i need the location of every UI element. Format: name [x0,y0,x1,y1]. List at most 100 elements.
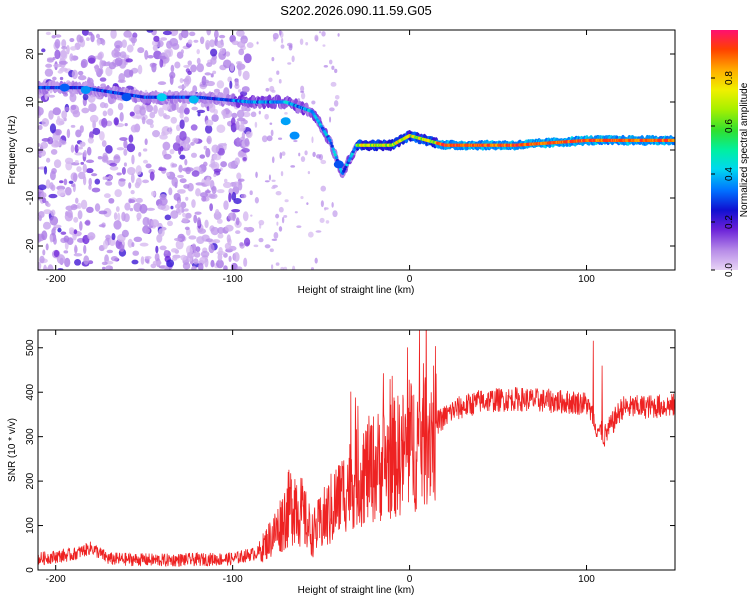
heatmap-speckle [66,128,71,139]
heatmap-speckle [75,197,79,204]
heatmap-speckle [64,106,70,112]
heatmap-speckle [121,166,126,175]
heatmap-speckle [332,210,338,218]
heatmap-speckle [268,174,271,181]
heatmap-speckle [236,266,243,270]
heatmap-speckle [139,203,148,214]
heatmap-ridge-core [329,141,333,145]
heatmap-speckle [79,125,84,133]
heatmap-speckle [97,52,103,61]
heatmap-speckle [272,32,279,40]
heatmap-ridge-core [330,144,334,148]
heatmap-speckle [184,158,188,166]
heatmap-speckle [283,214,288,218]
heatmap-speckle [88,177,92,187]
heatmap-speckle [159,58,164,68]
heatmap-speckle [137,64,143,75]
heatmap-speckle [187,39,193,45]
y-tick-label: -10 [25,190,36,205]
heatmap-speckle [80,60,87,69]
heatmap-speckle [205,39,211,50]
heatmap-speckle [113,117,119,126]
heatmap-speckle [41,48,46,53]
heatmap-speckle [264,180,270,183]
heatmap-speckle [280,44,285,49]
heatmap-ridge-core [332,150,336,154]
heatmap-speckle [171,256,178,261]
heatmap-speckle [315,230,322,233]
heatmap-y-ticks: -20 -10 0 10 20 [25,48,675,253]
heatmap-speckle [195,246,201,253]
heatmap-speckle [105,265,113,270]
heatmap-speckle [312,151,316,158]
x-tick-label: -200 [46,574,66,585]
heatmap-speckle [212,70,217,75]
heatmap-speckle [204,190,211,194]
heatmap-speckle [107,61,111,65]
heatmap-speckle [101,261,108,266]
heatmap-speckle [65,205,74,211]
heatmap-speckle [218,246,223,256]
heatmap-speckle [300,92,306,100]
heatmap-speckle [275,213,280,219]
heatmap-speckle [200,250,210,258]
heatmap-speckle [204,257,209,268]
heatmap-speckle [284,112,288,115]
heatmap-speckle [212,239,221,244]
heatmap-speckle [318,31,322,34]
heatmap-speckle [194,211,202,215]
heatmap-speckle [333,100,339,107]
heatmap-speckle [319,217,325,223]
heatmap-speckle [254,197,259,204]
heatmap-speckle [201,75,207,86]
heatmap-speckle [220,161,227,168]
heatmap-speckle [197,112,201,117]
heatmap-speckle [43,209,52,215]
heatmap-speckle [41,117,50,127]
heatmap-speckle [137,267,145,270]
heatmap-speckle [86,206,94,213]
heatmap-speckle [158,167,167,171]
heatmap-speckle [270,264,274,270]
heatmap-speckle [183,184,190,189]
heatmap-speckle [158,197,168,206]
heatmap-speckle [133,236,143,243]
heatmap-speckle [113,220,122,230]
heatmap-speckle [38,124,43,131]
heatmap-speckle [139,106,146,116]
heatmap-speckle [232,181,240,188]
heatmap-speckle [54,49,61,60]
heatmap-speckle [226,234,231,243]
heatmap-speckle [217,226,225,234]
heatmap-speckle [58,60,68,65]
heatmap-speckle [205,79,209,84]
heatmap-speckle [60,49,67,59]
heatmap-speckle [320,200,324,208]
heatmap-speckle [49,234,54,243]
heatmap-speckle [183,107,190,115]
heatmap-speckle [42,249,46,256]
heatmap-speckle [140,256,145,265]
heatmap-speckle [323,65,329,68]
heatmap-speckle [291,55,295,63]
heatmap-speckle [83,150,87,158]
heatmap-speckle [217,147,225,156]
snr-panel: -200 -100 0 100 0 100 200 300 400 500 Height of … [7,329,676,596]
heatmap-speckle [105,181,113,186]
heatmap-speckle [183,140,190,151]
heatmap-speckle [162,30,172,36]
heatmap-speckle [152,260,162,266]
heatmap-speckle [211,185,217,194]
heatmap-speckle [159,245,167,251]
heatmap-speckle [231,112,238,119]
heatmap-speckle [174,61,181,69]
heatmap-speckle [331,202,334,208]
heatmap-speckle [99,59,104,70]
heatmap-speckle [54,128,62,136]
heatmap-speckle [314,257,318,264]
heatmap-speckle [294,211,298,214]
heatmap-speckle [191,265,197,270]
heatmap-speckle [211,144,220,154]
heatmap-speckle [51,34,57,39]
